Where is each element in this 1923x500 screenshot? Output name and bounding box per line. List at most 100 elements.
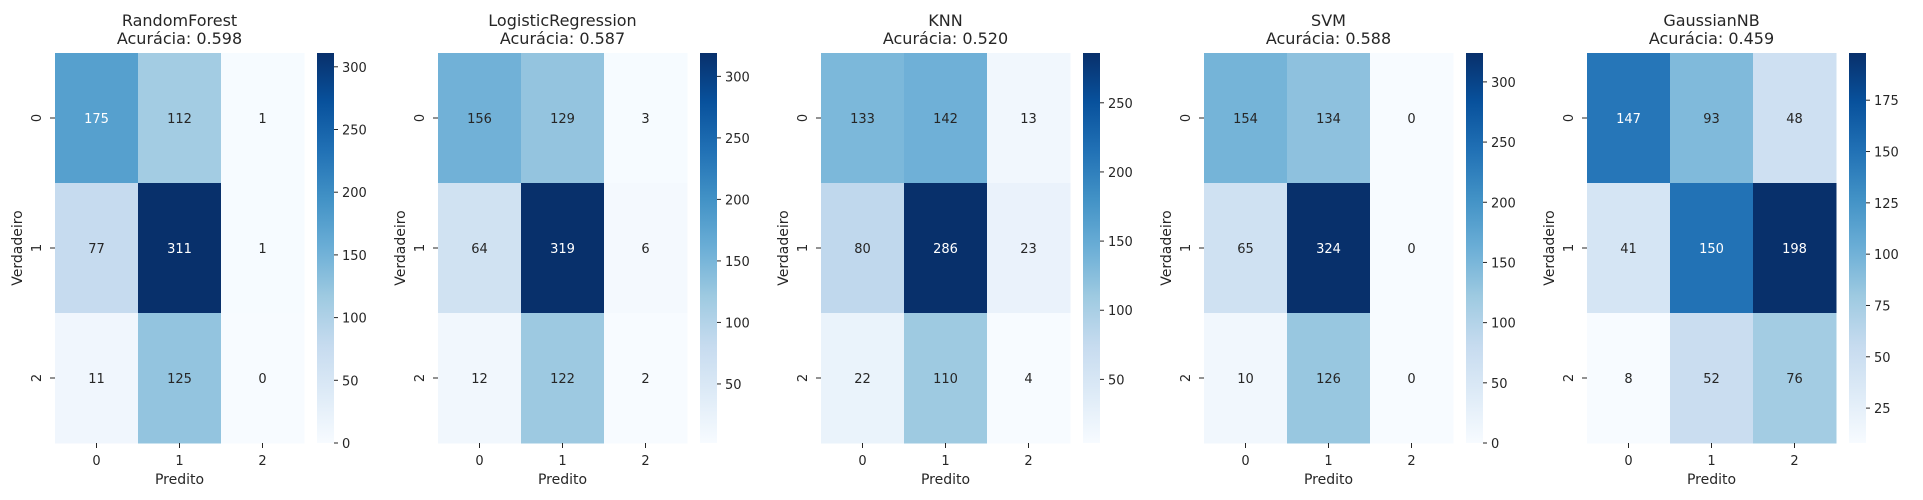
y-tick-label: 2	[413, 374, 428, 382]
colorbar-tick-label: 150	[725, 255, 750, 270]
heatmap-cell	[1287, 53, 1371, 184]
heatmap-cell	[1370, 313, 1454, 444]
cell-value-label: 93	[1703, 112, 1720, 127]
heatmap-cell	[1204, 53, 1288, 184]
y-tick-label: 1	[413, 244, 428, 252]
cell-value-label: 64	[471, 242, 488, 257]
cell-value-label: 48	[1786, 112, 1803, 127]
y-tick-label: 0	[30, 114, 45, 122]
heatmap-cell	[438, 53, 522, 184]
heatmap-cell	[987, 183, 1071, 314]
y-tick-label: 1	[30, 244, 45, 252]
colorbar-tick-label: 200	[342, 186, 367, 201]
cell-value-label: 6	[641, 242, 649, 257]
heatmap-cell	[604, 53, 688, 184]
cell-value-label: 41	[1620, 242, 1637, 257]
chart-subtitle: Acurácia: 0.459	[1649, 29, 1774, 48]
colorbar-tick-label: 50	[342, 374, 359, 389]
colorbar-tick-label: 300	[342, 61, 367, 76]
heatmap-cell	[1753, 313, 1837, 444]
colorbar-tick-label: 50	[725, 378, 742, 393]
cell-value-label: 77	[88, 242, 105, 257]
y-tick-label: 2	[30, 374, 45, 382]
colorbar-tick-label: 0	[1491, 437, 1499, 452]
cell-value-label: 126	[1316, 372, 1341, 387]
colorbar	[1466, 53, 1483, 443]
cell-value-label: 324	[1316, 242, 1341, 257]
cell-value-label: 129	[550, 112, 575, 127]
cell-value-label: 150	[1699, 242, 1724, 257]
colorbar-tick-label: 100	[1874, 248, 1899, 263]
chart-subtitle: Acurácia: 0.587	[500, 29, 625, 48]
x-tick-label: 1	[941, 454, 949, 469]
cell-value-label: 0	[1407, 372, 1415, 387]
heatmap-cell	[1287, 183, 1371, 314]
chart-title: RandomForest	[122, 11, 237, 30]
heatmap-cell	[1753, 53, 1837, 184]
x-tick-label: 2	[1024, 454, 1032, 469]
colorbar-tick-label: 50	[1491, 377, 1508, 392]
heatmap-cell	[987, 53, 1071, 184]
heatmap-cell	[138, 313, 222, 444]
colorbar-tick-label: 100	[725, 316, 750, 331]
colorbar-tick-label: 75	[1874, 299, 1891, 314]
colorbar-tick-label: 100	[1108, 304, 1133, 319]
x-tick-label: 2	[641, 454, 649, 469]
cell-value-label: 142	[933, 112, 958, 127]
cell-value-label: 147	[1616, 112, 1641, 127]
colorbar-tick-label: 100	[342, 312, 367, 327]
x-tick-label: 1	[1324, 454, 1332, 469]
colorbar-tick-label: 175	[1874, 94, 1899, 109]
x-tick-label: 2	[258, 454, 266, 469]
heatmap-cell	[221, 183, 305, 314]
heatmap-cell	[904, 53, 988, 184]
heatmap-cell	[138, 53, 222, 184]
y-tick-label: 0	[1562, 114, 1577, 122]
colorbar-tick-label: 200	[725, 193, 750, 208]
cell-value-label: 23	[1020, 242, 1037, 257]
cell-value-label: 122	[550, 372, 575, 387]
y-axis-label: Verdadeiro	[1159, 210, 1175, 285]
colorbar-tick-label: 50	[1108, 373, 1125, 388]
cell-value-label: 198	[1782, 242, 1807, 257]
chart-title: KNN	[928, 11, 962, 30]
cell-value-label: 1	[258, 242, 266, 257]
heatmap-cell	[521, 183, 605, 314]
x-tick-label: 0	[858, 454, 866, 469]
heatmap-cell	[1370, 183, 1454, 314]
y-axis-label: Verdadeiro	[393, 210, 409, 285]
heatmap-cell	[138, 183, 222, 314]
chart-subtitle: Acurácia: 0.588	[1266, 29, 1391, 48]
colorbar	[700, 53, 717, 443]
colorbar-tick-label: 150	[1491, 256, 1516, 271]
heatmap-cell	[1204, 313, 1288, 444]
x-tick-label: 0	[475, 454, 483, 469]
cell-value-label: 112	[167, 112, 192, 127]
cell-value-label: 80	[854, 242, 871, 257]
colorbar-tick-label: 150	[1108, 235, 1133, 250]
cell-value-label: 12	[471, 372, 488, 387]
colorbar-tick-label: 0	[342, 437, 350, 452]
y-tick-label: 2	[1179, 374, 1194, 382]
cell-value-label: 10	[1237, 372, 1254, 387]
colorbar-tick-label: 200	[1491, 196, 1516, 211]
cell-value-label: 110	[933, 372, 958, 387]
cell-value-label: 22	[854, 372, 871, 387]
cell-value-label: 3	[641, 112, 649, 127]
colorbar	[317, 53, 334, 443]
colorbar	[1849, 53, 1866, 443]
heatmap-cell	[1670, 53, 1754, 184]
y-axis-label: Verdadeiro	[1542, 210, 1558, 285]
colorbar-tick-label: 250	[725, 132, 750, 147]
x-axis-label: Predito	[1304, 472, 1353, 488]
x-tick-label: 0	[1241, 454, 1249, 469]
y-tick-label: 2	[1562, 374, 1577, 382]
cell-value-label: 134	[1316, 112, 1341, 127]
chart-title: LogisticRegression	[488, 11, 636, 30]
cell-value-label: 8	[1624, 372, 1632, 387]
colorbar-tick-label: 200	[1108, 166, 1133, 181]
cell-value-label: 0	[1407, 112, 1415, 127]
x-tick-label: 2	[1407, 454, 1415, 469]
colorbar-tick-label: 250	[342, 123, 367, 138]
